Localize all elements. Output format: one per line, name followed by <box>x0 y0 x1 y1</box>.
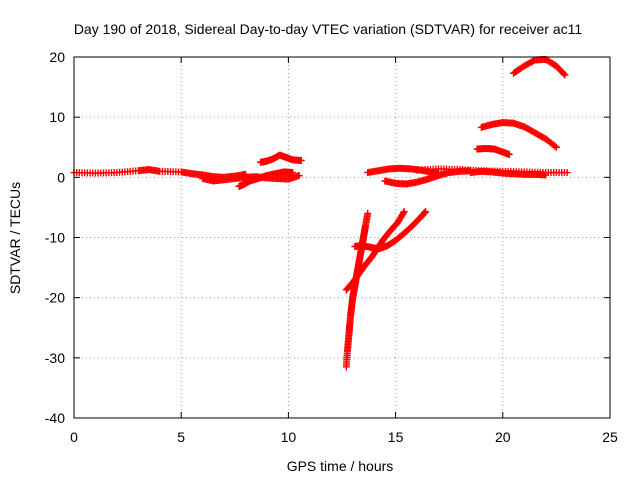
y-tick-label: -20 <box>45 290 65 306</box>
x-tick-label: 0 <box>70 429 78 445</box>
series-arc-07 <box>351 208 430 253</box>
x-axis-label: GPS time / hours <box>287 458 394 474</box>
y-tick-label: -40 <box>45 410 65 426</box>
x-tick-label: 20 <box>495 429 511 445</box>
data-point <box>505 150 513 158</box>
series-arc-13 <box>477 119 560 151</box>
y-tick-label: 0 <box>57 169 65 185</box>
data-point <box>364 209 372 217</box>
x-tick-label: 5 <box>177 429 185 445</box>
data-point <box>400 208 408 216</box>
x-tick-label: 25 <box>602 429 618 445</box>
data-point <box>295 172 303 180</box>
series-arc-12 <box>473 144 513 158</box>
data-point <box>542 171 550 179</box>
x-tick-label: 10 <box>281 429 297 445</box>
data-point <box>289 169 297 177</box>
series-arc-03 <box>235 168 297 190</box>
y-tick-label: -30 <box>45 350 65 366</box>
data-series <box>70 55 571 371</box>
y-axis-label: SDTVAR / TECUs <box>7 182 23 294</box>
data-point <box>422 208 430 216</box>
data-point <box>552 143 560 151</box>
data-point <box>560 70 568 78</box>
data-point <box>399 209 407 217</box>
series-arc-06 <box>342 208 408 294</box>
data-point <box>551 142 559 150</box>
chart-title: Day 190 of 2018, Sidereal Day-to-day VTE… <box>74 21 583 37</box>
data-point <box>561 71 569 79</box>
x-tick-label: 15 <box>388 429 404 445</box>
series-arc-14 <box>510 55 569 79</box>
data-point <box>563 169 571 177</box>
axis-ticks: 0 5 10 15 20 25 -40 -30 -20 -10 0 10 20 <box>45 49 618 445</box>
series-arc-11 <box>467 167 550 179</box>
series-arc-04 <box>257 151 305 166</box>
y-tick-label: 20 <box>49 49 65 65</box>
data-point <box>297 156 305 164</box>
y-tick-label: -10 <box>45 230 65 246</box>
y-tick-label: 10 <box>49 109 65 125</box>
